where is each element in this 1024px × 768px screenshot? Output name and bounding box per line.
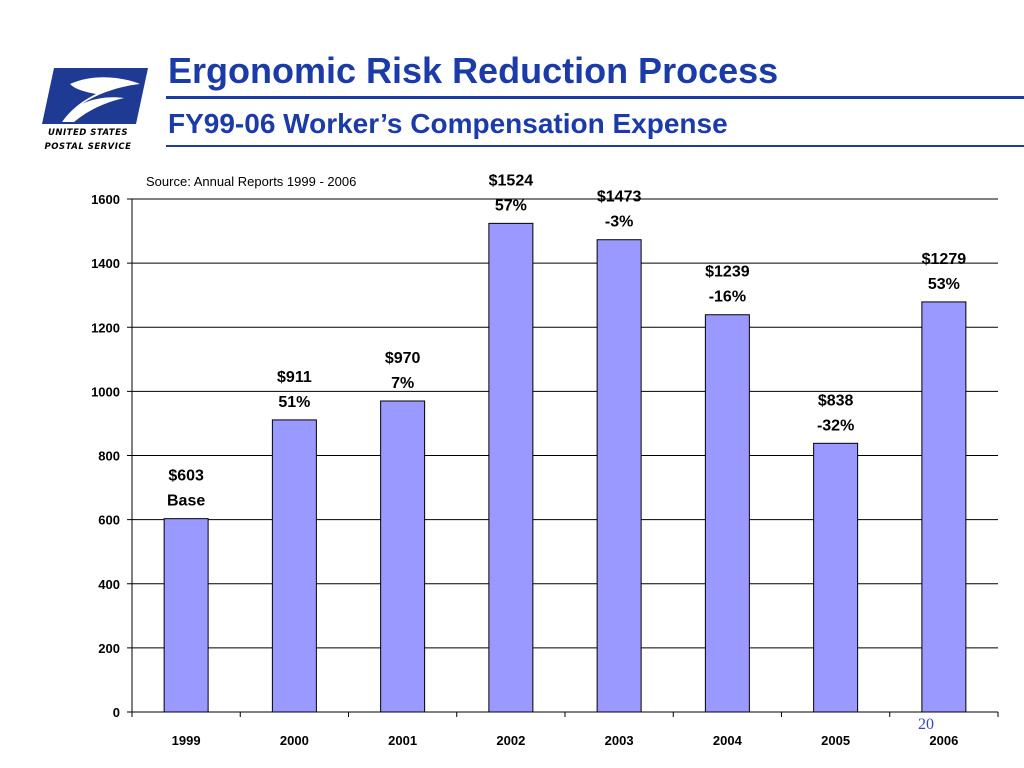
value-label: $1279 <box>922 251 967 268</box>
y-tick-label: 1400 <box>91 256 120 271</box>
logo-text-united-states: UNITED STATES <box>47 128 129 138</box>
usps-eagle-icon <box>42 68 148 124</box>
value-label: $1239 <box>705 264 750 281</box>
change-label: 53% <box>928 276 960 293</box>
change-label: Base <box>167 493 205 510</box>
y-tick-label: 0 <box>113 705 120 720</box>
change-label: -16% <box>709 289 746 306</box>
y-tick-label: 400 <box>98 577 120 592</box>
slide-title: Ergonomic Risk Reduction Process <box>168 50 779 91</box>
x-tick-label: 2005 <box>821 733 850 748</box>
change-label: -32% <box>817 417 854 434</box>
x-tick-label: 1999 <box>172 733 201 748</box>
bar-2000 <box>271 419 317 713</box>
value-label: $603 <box>168 468 204 485</box>
slide-subtitle: FY99-06 Worker’s Compensation Expense <box>168 108 728 139</box>
x-tick-label: 2000 <box>280 733 309 748</box>
x-tick-label: 2004 <box>713 733 743 748</box>
x-tick-label: 2001 <box>388 733 417 748</box>
value-label: $838 <box>818 392 854 409</box>
x-tick-label: 2003 <box>605 733 634 748</box>
chart-bars <box>163 222 967 713</box>
y-tick-label: 1600 <box>91 192 120 207</box>
title-divider <box>166 96 1024 99</box>
bar-2006 <box>921 301 967 713</box>
chart-gridlines <box>132 198 998 649</box>
change-label: -3% <box>605 214 633 231</box>
x-tick-label: 2006 <box>929 733 958 748</box>
value-label: $1473 <box>597 189 642 206</box>
y-tick-label: 1000 <box>91 384 120 399</box>
value-label: $1524 <box>489 172 534 189</box>
value-label: $970 <box>385 350 421 367</box>
usps-logo: UNITED STATES POSTAL SERVICE <box>40 60 150 160</box>
change-label: 57% <box>495 197 527 214</box>
logo-text-postal-service: POSTAL SERVICE <box>44 142 132 152</box>
y-tick-label: 200 <box>98 641 120 656</box>
bar-2005 <box>813 442 859 713</box>
bar-2001 <box>380 400 426 713</box>
bar-1999 <box>163 518 209 713</box>
bar-2002 <box>488 222 534 713</box>
source-note: Source: Annual Reports 1999 - 2006 <box>146 174 357 189</box>
bar-2003 <box>596 239 642 713</box>
y-tick-label: 800 <box>98 449 120 464</box>
y-tick-label: 1200 <box>91 320 120 335</box>
change-label: 51% <box>278 394 310 411</box>
page-number: 20 <box>918 716 934 733</box>
x-tick-label: 2002 <box>496 733 525 748</box>
y-tick-label: 600 <box>98 513 120 528</box>
chart-axes: 0 200 400 600 800 1000 1200 1400 1600 <box>91 192 999 720</box>
value-label: $911 <box>277 369 312 386</box>
chart-labels: 1999 $603 Base 2000 $911 51% 2001 $970 7% 2002 $15… <box>167 172 966 748</box>
change-label: 7% <box>391 375 414 392</box>
bar-2004 <box>704 314 750 713</box>
subtitle-divider <box>166 145 1024 147</box>
